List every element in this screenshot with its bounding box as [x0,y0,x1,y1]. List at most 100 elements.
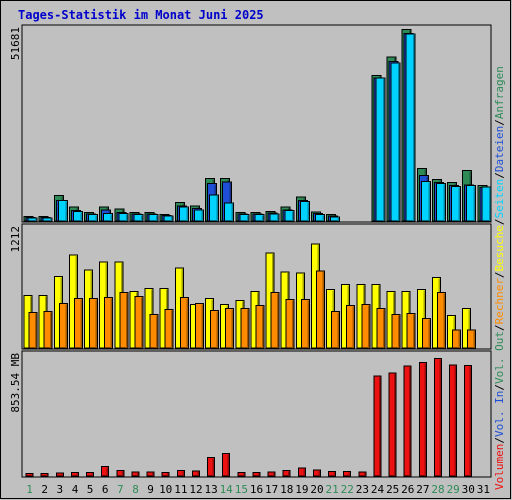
bar-rechner-day-30 [467,329,477,349]
x-tick-label-19: 19 [295,483,308,496]
bar-volumen-day-20 [313,469,321,477]
bar-seiten-day-10 [163,215,174,222]
bar-volumen-day-2 [40,473,49,477]
x-tick-label-31: 31 [477,483,490,496]
bar-shade-rechner-day-2 [50,312,52,348]
bar-shade-seiten-day-15 [246,215,249,221]
bar-seiten-day-13 [209,194,219,222]
bar-shade-volumen-day-20 [318,470,320,476]
bar-shade-rechner-day-25 [398,315,400,348]
bar-shade-volumen-day-27 [424,363,426,476]
bar-volumen-day-5 [86,472,94,477]
bar-rechner-day-20 [316,270,325,349]
bar-volumen-day-8 [131,471,140,477]
bar-seiten-day-12 [193,209,204,222]
bar-rechner-day-10 [164,308,174,349]
bar-shade-volumen-day-28 [439,359,441,476]
bar-rechner-day-16 [255,304,265,349]
x-tick-label-17: 17 [265,483,278,496]
bar-shade-seiten-day-21 [337,217,340,221]
bar-seiten-day-2 [42,217,53,222]
legend-item-seiten: Seiten [493,179,506,219]
bar-shade-seiten-day-29 [458,187,461,221]
bar-shade-rechner-day-3 [65,304,67,348]
x-tick-label-5: 5 [87,483,94,496]
bar-rechner-day-17 [270,292,280,349]
bar-shade-rechner-day-1 [35,313,37,348]
bar-shade-seiten-day-6 [110,214,113,221]
bar-seiten-day-3 [57,200,68,222]
x-tick-label-10: 10 [159,483,172,496]
bar-shade-seiten-day-27 [428,182,430,221]
bar-shade-seiten-day-25 [398,64,400,221]
bar-shade-volumen-day-23 [363,473,366,476]
bar-shade-volumen-day-8 [136,473,139,476]
legend-separator: / [493,119,506,126]
bar-shade-rechner-day-18 [292,300,294,348]
bar-shade-rechner-day-11 [186,298,188,348]
bar-seiten-day-21 [330,216,341,222]
x-tick-label-28: 28 [431,483,444,496]
bar-rechner-day-4 [73,298,83,349]
panel-visits: 1212 [9,223,492,350]
bar-volumen-day-18 [282,470,291,477]
bar-shade-rechner-day-30 [473,331,476,348]
bar-volumen-day-24 [373,375,382,477]
legend-separator: / [493,218,506,225]
legend-item-rechner: Rechner [493,278,506,325]
x-tick-label-6: 6 [102,483,109,496]
bar-volumen-day-27 [418,361,427,477]
bar-shade-seiten-day-11 [186,207,188,221]
bar-shade-seiten-day-30 [473,186,476,221]
bar-rechner-day-15 [240,307,250,349]
x-tick-label-22: 22 [341,483,354,496]
bar-rechner-day-21 [331,310,341,349]
bar-shade-seiten-day-7 [125,214,128,221]
bar-shade-volumen-day-16 [257,473,260,476]
bar-shade-rechner-day-28 [443,293,445,348]
bar-volumen-day-28 [434,358,442,477]
bar-seiten-day-18 [284,210,295,222]
x-tick-label-8: 8 [132,483,139,496]
bar-seiten-day-4 [72,210,83,222]
x-tick-label-21: 21 [325,483,338,496]
bar-shade-seiten-day-2 [50,219,52,221]
bar-shade-volumen-day-29 [454,366,457,476]
bar-shade-volumen-day-19 [303,468,305,476]
bar-rechner-day-24 [376,307,386,349]
bar-volumen-day-4 [70,471,79,477]
bar-shade-seiten-day-14 [231,204,234,221]
bar-shade-rechner-day-20 [322,271,324,348]
bar-shade-rechner-day-24 [383,309,385,348]
bar-shade-rechner-day-23 [367,305,370,348]
bar-shade-rechner-day-12 [201,304,203,348]
bar-seiten-day-14 [224,202,235,222]
bar-rechner-day-6 [104,297,114,349]
bar-rechner-day-19 [300,299,310,349]
bar-volumen-day-17 [267,471,276,477]
bar-shade-rechner-day-13 [216,311,218,348]
bar-seiten-day-5 [88,214,98,222]
legend-separator: / [493,437,506,444]
bar-shade-rechner-day-7 [125,293,128,348]
chart-title: Tages-Statistik im Monat Juni 2025 [18,8,264,22]
bar-volumen-day-1 [25,473,34,477]
bar-volumen-day-21 [328,471,337,477]
bar-shade-volumen-day-21 [333,472,336,476]
bar-shade-volumen-day-26 [409,367,411,476]
bar-rechner-day-1 [28,311,38,349]
legend-item-anfragen: Anfragen [493,66,506,119]
bar-rechner-day-2 [43,310,53,349]
bar-shade-rechner-day-26 [413,314,415,348]
bar-seiten-day-17 [269,213,280,222]
bar-seiten-day-11 [178,206,189,222]
bar-rechner-day-25 [391,313,401,349]
bar-shade-volumen-day-22 [348,472,351,476]
bar-seiten-day-16 [254,213,265,222]
bar-rechner-day-29 [452,329,462,349]
bar-rechner-day-28 [437,292,446,349]
bar-shade-volumen-day-1 [31,474,33,476]
bar-seiten-day-28 [436,183,446,222]
bar-shade-seiten-day-1 [35,219,37,221]
bar-shade-seiten-day-13 [216,196,218,221]
